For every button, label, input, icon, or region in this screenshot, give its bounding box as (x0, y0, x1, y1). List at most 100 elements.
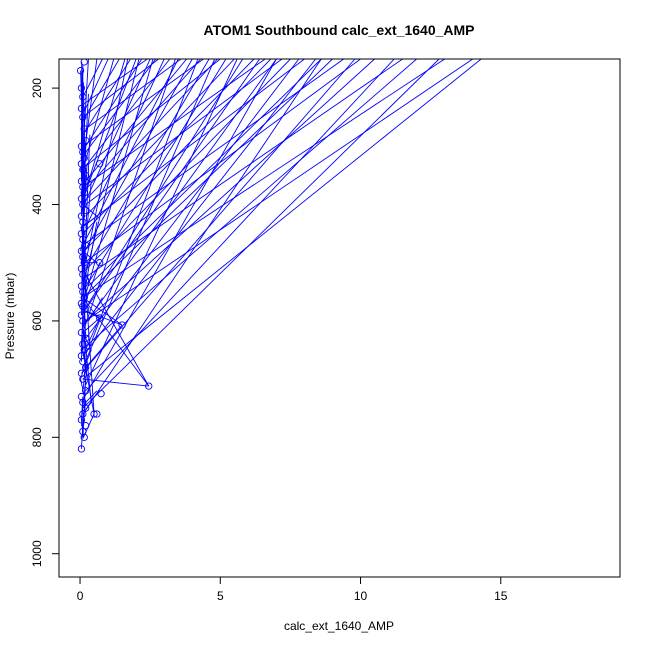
profile-stub-6 (80, 344, 95, 415)
data-point-40 (77, 247, 86, 255)
profile-segment-0 (82, 59, 482, 380)
data-point-60 (81, 136, 90, 145)
profile-segment-10 (82, 59, 201, 194)
data-point-43 (77, 229, 86, 238)
profile-segment-47 (82, 59, 204, 147)
y-tick-label-2: 600 (30, 311, 44, 331)
profile-segment-39 (82, 59, 445, 299)
data-point-56 (96, 160, 104, 168)
profile-segment-25 (81, 59, 260, 316)
profile-segment-2 (85, 59, 375, 322)
plot-lines (80, 59, 482, 450)
data-point-6 (79, 410, 87, 418)
profile-segment-43 (81, 59, 305, 229)
y-tick-label-1: 400 (30, 194, 44, 214)
profile-segment-34 (86, 59, 126, 188)
y-axis: 200 400 600 800 1000 (30, 78, 60, 567)
profile-segment-50 (81, 59, 148, 106)
y-tick-label-4: 1000 (30, 540, 44, 567)
data-point-41 (81, 241, 90, 249)
profile-segment-41 (83, 59, 361, 264)
y-tick-label-0: 200 (30, 78, 44, 98)
profile-stub-7 (83, 332, 92, 403)
data-point-1 (77, 445, 86, 453)
data-point-22 (81, 334, 90, 343)
profile-segment-23 (85, 59, 300, 339)
x-tick-label-3: 15 (494, 589, 508, 603)
profile-segment-20 (85, 59, 395, 392)
plot-border (58, 58, 621, 578)
plot-points (76, 3, 153, 453)
data-point-11 (77, 392, 86, 401)
profile-segment-14 (85, 59, 143, 147)
data-point-3 (79, 427, 87, 436)
data-point-47 (81, 206, 90, 214)
data-point-36 (77, 264, 86, 273)
data-point-8 (93, 410, 101, 418)
data-point-4 (81, 422, 90, 430)
data-point-52 (77, 177, 86, 185)
profile-segment-26 (88, 59, 244, 304)
profile-segment-49 (82, 59, 159, 118)
data-point-64 (79, 93, 87, 101)
profile-segment-38 (85, 59, 473, 322)
data-point-34 (81, 276, 90, 284)
data-point-26 (96, 314, 104, 322)
profile-stub-0 (80, 402, 87, 426)
data-point-53 (81, 171, 90, 180)
profile-segment-1 (81, 59, 417, 351)
data-point-59 (77, 142, 86, 150)
data-point-14 (145, 382, 153, 390)
profile-segment-59 (85, 59, 129, 263)
data-point-23 (77, 328, 86, 337)
profile-segment-29 (81, 59, 193, 258)
profile-stub-8 (88, 297, 103, 322)
profile-segment-28 (85, 59, 210, 269)
profile-segment-18 (81, 59, 103, 100)
data-point-16 (77, 369, 86, 377)
data-point-7 (90, 410, 98, 418)
x-tick-label-2: 10 (354, 589, 368, 603)
data-point-62 (79, 113, 87, 121)
profile-segment-32 (81, 59, 151, 211)
profile-segment-56 (82, 59, 176, 333)
profile-segment-33 (82, 59, 137, 199)
profile-segment-19 (82, 59, 440, 409)
data-point-27 (77, 311, 86, 319)
profile-segment-13 (81, 59, 157, 159)
plot-frame (58, 58, 621, 578)
profile-segment-48 (85, 59, 182, 130)
data-point-33 (77, 282, 86, 290)
data-point-9 (81, 404, 90, 412)
data-point-37 (96, 259, 104, 267)
data-point-30 (77, 299, 86, 308)
profile-stub-11 (85, 221, 98, 287)
data-point-17 (81, 363, 90, 372)
y-tick-label-3: 800 (30, 427, 44, 447)
profile-segment-21 (81, 59, 356, 374)
profile-stub-3 (82, 378, 149, 387)
data-point-66 (76, 66, 85, 75)
profile-segment-51 (82, 59, 322, 415)
data-point-49 (77, 195, 86, 203)
profile-segment-57 (81, 59, 154, 310)
data-point-55 (77, 160, 86, 168)
data-point-0 (80, 3, 86, 9)
profile-segment-15 (82, 59, 131, 135)
x-tick-label-0: 0 (77, 589, 84, 603)
data-point-46 (77, 212, 86, 220)
data-point-12 (97, 390, 105, 398)
profile-stub-4 (85, 324, 123, 368)
profile-segment-52 (81, 59, 277, 403)
data-point-65 (77, 84, 86, 92)
data-point-24 (118, 321, 126, 329)
profile-segment-53 (85, 59, 238, 386)
profile-stub-18 (82, 93, 89, 205)
chart-title: ATOM1 Southbound calc_ext_1640_AMP (204, 22, 475, 38)
data-point-61 (80, 125, 88, 133)
profile-segment-54 (82, 59, 216, 368)
y-axis-label: Pressure (mbar) (3, 273, 17, 360)
profile-segment-22 (82, 59, 317, 357)
data-point-13 (81, 387, 90, 395)
